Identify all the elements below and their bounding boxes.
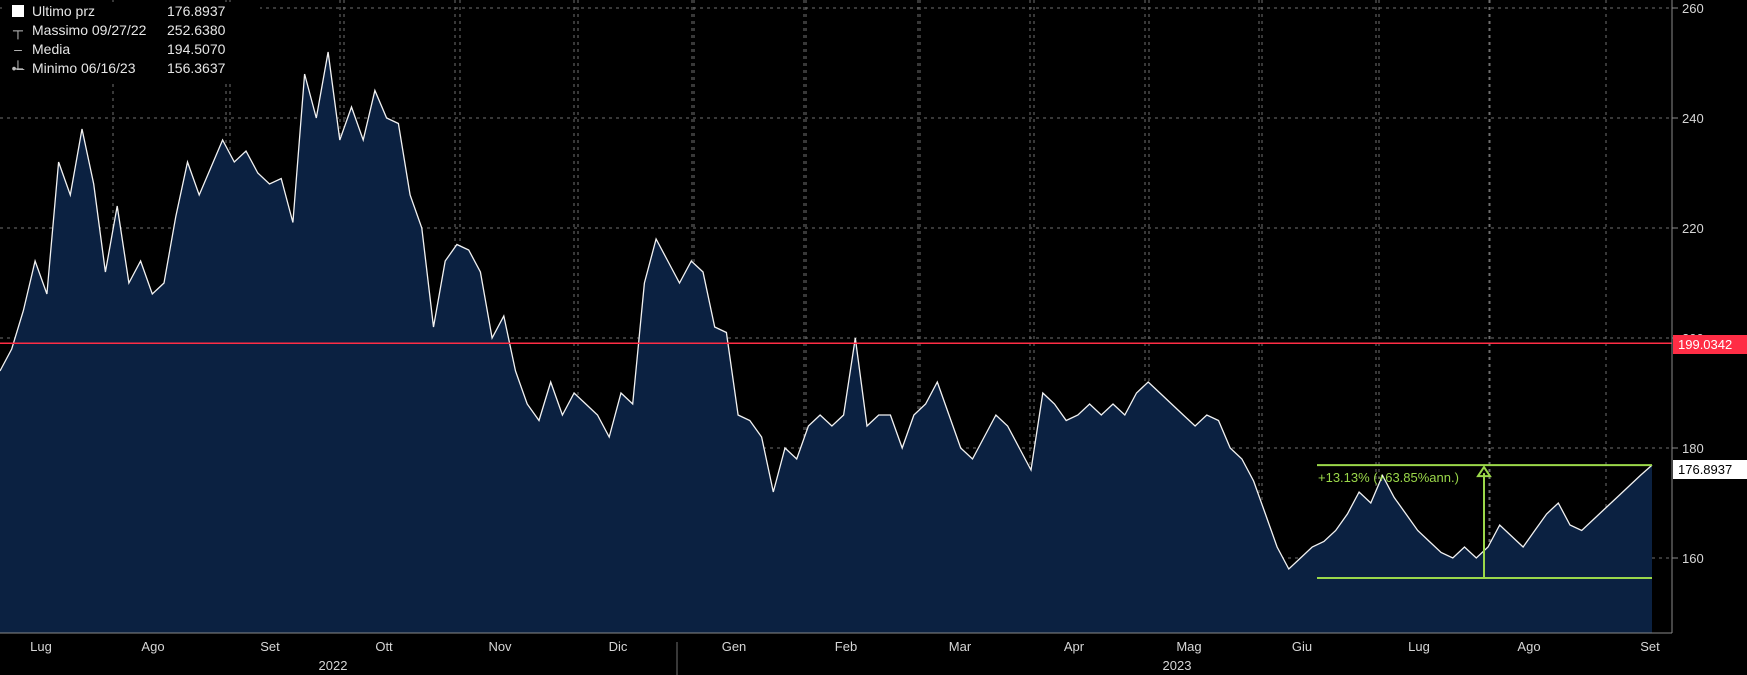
x-tick-label: Gen	[722, 639, 747, 654]
price-area	[0, 52, 1652, 633]
last-price-label: 176.8937	[1678, 462, 1732, 477]
x-tick-label: Apr	[1064, 639, 1085, 654]
x-tick-label: Mag	[1176, 639, 1201, 654]
x-tick-label: Giu	[1292, 639, 1312, 654]
mean-value-label: 199.0342	[1678, 337, 1732, 352]
year-label: 2022	[319, 658, 348, 673]
legend-label: Minimo 06/16/23	[32, 60, 136, 76]
y-tick-label: 160	[1682, 551, 1704, 566]
legend-label: Media	[32, 41, 71, 57]
year-labels: 2022 2023	[319, 658, 1192, 673]
range-arrow-head-icon	[1476, 465, 1492, 478]
x-tick-label: Nov	[488, 639, 512, 654]
legend-item-mean: –•– Media 194.5070	[2, 40, 260, 76]
x-tick-label: Ago	[1517, 639, 1540, 654]
max-marker-icon: ┬	[13, 22, 23, 38]
last-price-tag: 176.8937	[1673, 460, 1747, 479]
legend-item-last-price: Ultimo prz 176.8937	[2, 2, 260, 21]
legend-item-min: ┴ Minimo 06/16/23 156.3637	[2, 59, 260, 78]
mean-value-tag: 199.0342	[1673, 335, 1747, 354]
x-tick-labels: Lug Ago Set Ott Nov Dic Gen Feb Mar Apr Mag Giu Lug A…	[30, 639, 1660, 654]
range-annotation: +13.13% (+63.85%ann.)	[1317, 464, 1652, 579]
legend-item-max: ┬ Massimo 09/27/22 252.6380	[2, 21, 260, 40]
x-tick-label: Set	[260, 639, 280, 654]
legend: Ultimo prz 176.8937 ┬ Massimo 09/27/22 2…	[2, 2, 260, 80]
x-tick-label: Mar	[949, 639, 972, 654]
x-tick-label: Ott	[375, 639, 393, 654]
legend-value: 156.3637	[167, 60, 226, 76]
price-line	[0, 51, 1653, 571]
x-tick-label: Lug	[1408, 639, 1430, 654]
x-tick-label: Feb	[835, 639, 857, 654]
y-tick-label: 220	[1682, 221, 1704, 236]
x-tick-label: Set	[1640, 639, 1660, 654]
legend-value: 176.8937	[167, 3, 226, 19]
legend-swatch-icon	[12, 5, 24, 17]
y-tick-label: 240	[1682, 111, 1704, 126]
mean-marker-icon: –•–	[11, 41, 25, 76]
y-tick-label: 180	[1682, 441, 1704, 456]
y-tick-label: 260	[1682, 1, 1704, 16]
min-marker-icon: ┴	[13, 60, 23, 76]
legend-label: Ultimo prz	[32, 3, 96, 19]
x-tick-label: Dic	[609, 639, 628, 654]
legend-label: Massimo 09/27/22	[32, 22, 147, 38]
x-tick-label: Ago	[141, 639, 164, 654]
range-annotation-label: +13.13% (+63.85%ann.)	[1318, 470, 1459, 485]
legend-value: 194.5070	[167, 41, 226, 57]
y-tick-labels: 260240220200180160	[1672, 1, 1704, 566]
year-label: 2023	[1163, 658, 1192, 673]
x-tick-label: Lug	[30, 639, 52, 654]
legend-value: 252.6380	[167, 22, 226, 38]
